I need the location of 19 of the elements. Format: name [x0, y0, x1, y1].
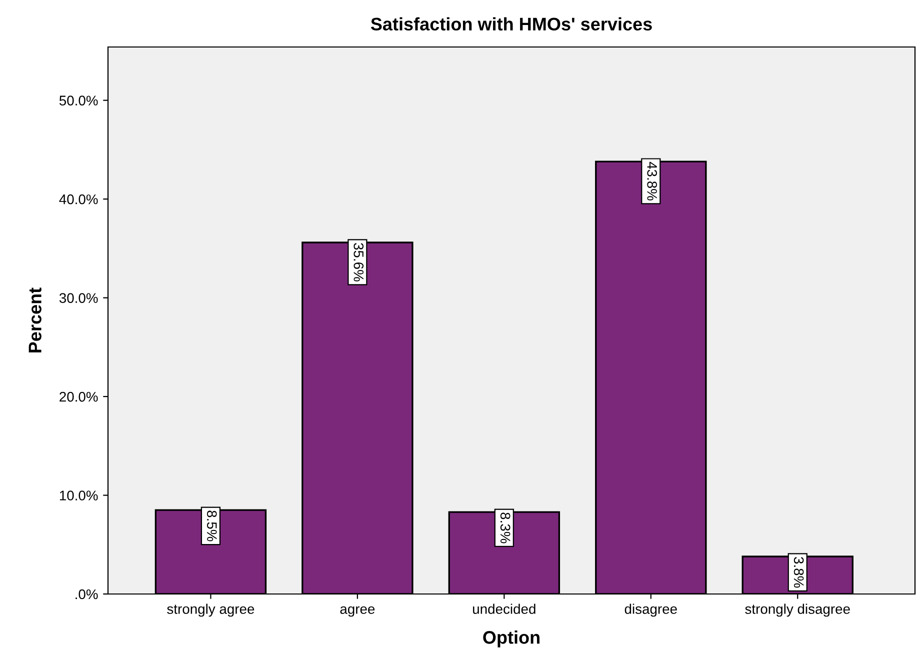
- y-tick-label: 30.0%: [59, 293, 98, 303]
- data-label: 35.6%: [354, 243, 364, 282]
- y-tick-label: .0%: [76, 589, 98, 600]
- y-tick-label: 10.0%: [60, 490, 98, 500]
- y-tick-label: 40.0%: [59, 194, 98, 204]
- x-tick-label: agree: [340, 606, 375, 617]
- x-tick-label: strongly agree: [167, 604, 254, 617]
- data-label: 8.5%: [206, 510, 217, 542]
- data-label: 43.8%: [647, 162, 657, 200]
- y-tick-label: 20.0%: [60, 392, 98, 402]
- x-tick-label: undecided: [473, 604, 536, 614]
- x-tick-label: disagree: [624, 604, 677, 617]
- x-axis-title: Option: [483, 630, 540, 648]
- data-label: 3.8%: [794, 557, 804, 588]
- y-axis-title: Percent: [28, 288, 42, 352]
- x-tick-label: strongly disagree: [745, 604, 850, 617]
- chart-title: Satisfaction with HMOs' services: [370, 17, 652, 31]
- y-tick-label: 50.0%: [59, 96, 98, 106]
- data-label: 8.3%: [500, 512, 510, 544]
